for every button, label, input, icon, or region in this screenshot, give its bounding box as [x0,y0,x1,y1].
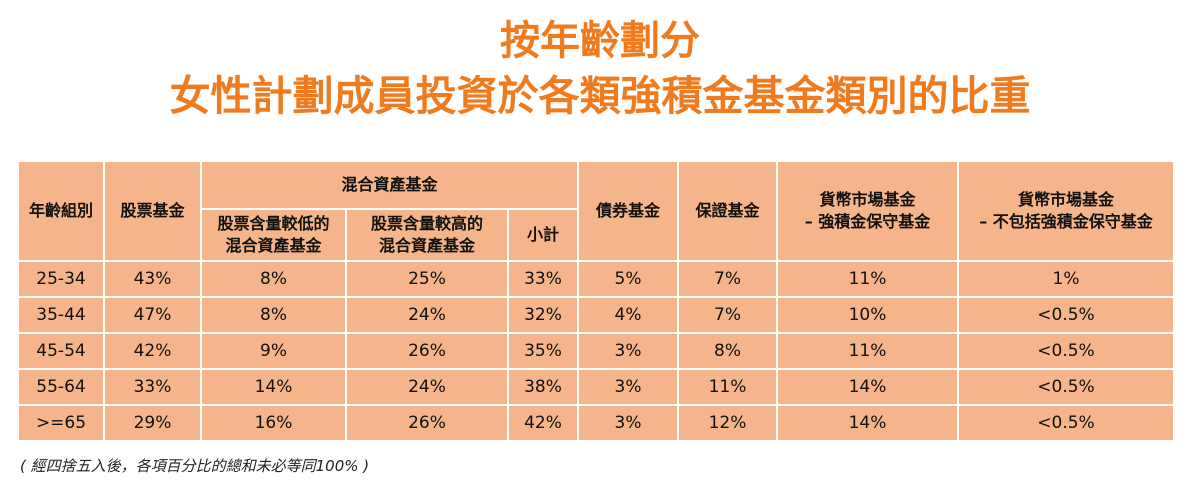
table-cell: <0.5% [957,332,1175,370]
header-line: 股票含量較高的 [370,214,483,233]
header-cell: 股票含量較低的 混合資產基金 [200,208,347,262]
table-row: 55-64 33% 14% 24% 38% 3% 11% 14% <0.5% [17,368,1175,406]
table-cell: 24% [345,368,509,406]
table-cell: 9% [200,332,347,370]
footnote: ( 經四捨五入後，各項百分比的總和未必等同100% ) [20,457,370,475]
header-line: 股票含量較低的 [217,214,330,233]
header-cell: 年齡組別 [17,160,105,262]
table-row: 25-34 43% 8% 25% 33% 5% 7% 11% 1% [17,260,1175,298]
table-cell: 32% [507,296,579,334]
table-cell: 3% [577,332,679,370]
table-cell: 42% [507,404,579,442]
title: 按年齡劃分 [500,18,700,64]
table-cell: 7% [677,260,778,298]
table-cell: 24% [345,296,509,334]
header-cell: 股票含量較高的 混合資產基金 [345,208,509,262]
table-cell: 45-54 [17,332,105,370]
table-cell: 38% [507,368,579,406]
header-line: 貨幣市場基金 [819,190,916,209]
table-cell: 33% [507,260,579,298]
header-line: – 不包括強積金保守基金 [979,212,1153,231]
table-cell: 8% [200,260,347,298]
table-cell: 11% [677,368,778,406]
table-cell: 3% [577,404,679,442]
table-cell: 10% [776,296,959,334]
table-cell: 5% [577,260,679,298]
header-cell: 保證基金 [677,160,778,262]
table-row: >=65 29% 16% 26% 42% 3% 12% 14% <0.5% [17,404,1175,442]
table-cell: 4% [577,296,679,334]
table-cell: <0.5% [957,368,1175,406]
header-cell: 債券基金 [577,160,679,262]
table-cell: 7% [677,296,778,334]
table-cell: 26% [345,404,509,442]
table-cell: 43% [103,260,202,298]
table-cell: 35% [507,332,579,370]
table-body: 25-34 43% 8% 25% 33% 5% 7% 11% 1% 35-44 47% 8% 24% 32… [17,260,1175,442]
header-cell: 小計 [507,208,579,262]
header-cell: 貨幣市場基金 – 強積金保守基金 [776,160,959,262]
table-cell: 8% [677,332,778,370]
table-cell: 11% [776,260,959,298]
table-cell: 14% [776,368,959,406]
table-cell: 14% [776,404,959,442]
header-line: 貨幣市場基金 [1017,190,1114,209]
table-cell: 33% [103,368,202,406]
table-cell: <0.5% [957,404,1175,442]
table-cell: >=65 [17,404,105,442]
table-cell: 55-64 [17,368,105,406]
header-line: – 強積金保守基金 [804,212,931,231]
table-row: 35-44 47% 8% 24% 32% 4% 7% 10% <0.5% [17,296,1175,334]
table-cell: 26% [345,332,509,370]
table-cell: 14% [200,368,347,406]
table-cell: 11% [776,332,959,370]
table-cell: 12% [677,404,778,442]
table: 年齡組別 股票基金 混合資產基金 債券基金 保證基金 貨幣市場基金 – 強積金保守… [17,160,1175,442]
title: 女性計劃成員投資於各類強積金基金類別的比重 [169,72,1031,120]
table-cell: 25-34 [17,260,105,298]
table-cell: 25% [345,260,509,298]
table-cell: 16% [200,404,347,442]
header-cell: 股票基金 [103,160,202,262]
table-cell: 3% [577,368,679,406]
table-row: 45-54 42% 9% 26% 35% 3% 8% 11% <0.5% [17,332,1175,370]
table-cell: 29% [103,404,202,442]
table-cell: 8% [200,296,347,334]
header-line: 混合資產基金 [378,236,475,255]
header-line: 混合資產基金 [225,236,322,255]
table-cell: 35-44 [17,296,105,334]
table-cell: 42% [103,332,202,370]
table-cell: 1% [957,260,1175,298]
table-cell: 47% [103,296,202,334]
header-cell: 混合資產基金 [200,160,579,210]
header-cell: 貨幣市場基金 – 不包括強積金保守基金 [957,160,1175,262]
table-cell: <0.5% [957,296,1175,334]
